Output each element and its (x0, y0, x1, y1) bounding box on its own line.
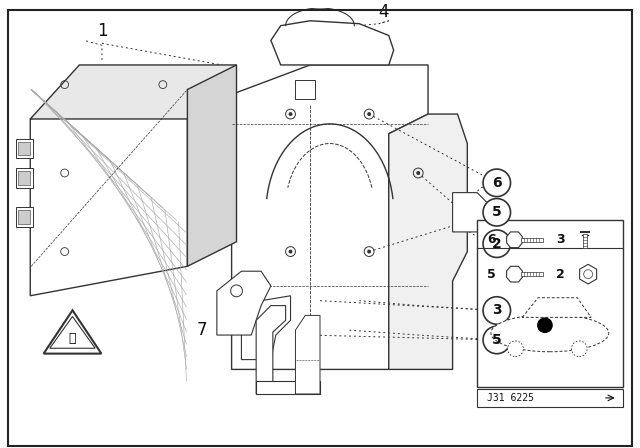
Bar (15, 138, 33, 158)
Bar (19, 210, 30, 224)
Bar (522, 272, 543, 276)
Bar (477, 220, 623, 387)
Ellipse shape (491, 314, 609, 352)
Circle shape (483, 326, 511, 354)
Circle shape (572, 341, 587, 357)
Polygon shape (44, 310, 101, 353)
Polygon shape (30, 90, 188, 296)
Circle shape (537, 317, 553, 333)
Polygon shape (296, 315, 320, 394)
Polygon shape (522, 298, 591, 317)
Polygon shape (188, 65, 237, 266)
Text: 1: 1 (97, 22, 108, 40)
Text: 4: 4 (379, 3, 389, 21)
Circle shape (483, 297, 511, 324)
Bar (522, 238, 543, 242)
Text: 2: 2 (556, 267, 564, 280)
Bar (477, 389, 623, 407)
Polygon shape (452, 193, 487, 232)
Bar (15, 168, 33, 188)
Bar (19, 142, 30, 155)
Circle shape (416, 171, 420, 175)
Polygon shape (296, 80, 315, 99)
Text: 5: 5 (492, 205, 502, 219)
Circle shape (483, 230, 511, 258)
Text: 5: 5 (492, 333, 502, 347)
Text: J31 6225: J31 6225 (487, 393, 534, 403)
Circle shape (483, 169, 511, 197)
Polygon shape (256, 381, 320, 394)
Polygon shape (241, 296, 291, 360)
Polygon shape (256, 306, 285, 394)
Text: 6: 6 (487, 233, 495, 246)
Polygon shape (580, 264, 596, 284)
Polygon shape (507, 232, 522, 248)
Text: 3: 3 (556, 233, 564, 246)
Text: 5: 5 (487, 267, 496, 280)
Text: 6: 6 (492, 176, 502, 190)
Polygon shape (388, 114, 467, 370)
Text: 7: 7 (197, 321, 207, 339)
Bar (583, 234, 587, 248)
Text: 🐻: 🐻 (68, 332, 76, 345)
Bar (19, 171, 30, 185)
Circle shape (483, 198, 511, 226)
Polygon shape (507, 266, 522, 282)
Polygon shape (232, 65, 428, 370)
Bar (15, 207, 33, 227)
Polygon shape (30, 65, 237, 119)
Circle shape (508, 341, 524, 357)
Text: 3: 3 (492, 303, 502, 318)
Circle shape (367, 250, 371, 254)
Polygon shape (217, 271, 271, 335)
Circle shape (289, 250, 292, 254)
Circle shape (289, 112, 292, 116)
Polygon shape (271, 21, 394, 65)
Text: 2: 2 (492, 237, 502, 251)
Circle shape (367, 112, 371, 116)
